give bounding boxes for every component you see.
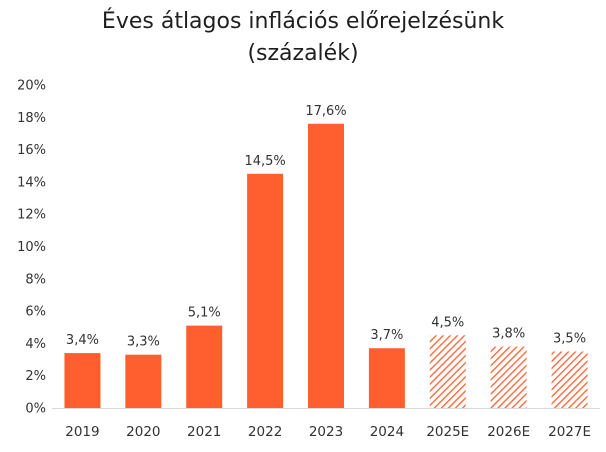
data-label: 4,5% <box>431 315 464 330</box>
bar <box>125 354 162 408</box>
bar-forecast <box>429 335 466 408</box>
bar-forecast <box>490 346 527 408</box>
y-tick-label: 8% <box>25 272 46 287</box>
y-tick-label: 4% <box>25 337 46 352</box>
chart-subtitle: (százalék) <box>247 41 359 66</box>
x-tick-label: 2022 <box>248 424 282 440</box>
y-tick-label: 10% <box>17 240 46 255</box>
chart-title: Éves átlagos inflációs előrejelzésünk (s… <box>0 6 606 70</box>
data-label: 3,8% <box>492 327 525 342</box>
x-tick-label: 2024 <box>370 424 404 440</box>
data-label: 3,5% <box>553 331 586 346</box>
x-tick-label: 2025E <box>426 424 469 440</box>
chart-title-line: Éves átlagos inflációs előrejelzésünk <box>101 9 505 34</box>
bar <box>247 173 284 408</box>
bars <box>64 123 588 408</box>
x-tick-label: 2021 <box>187 424 221 440</box>
y-tick-label: 6% <box>25 305 46 320</box>
bar <box>64 353 101 408</box>
y-tick-label: 14% <box>17 175 46 190</box>
data-label: 5,1% <box>188 306 221 321</box>
bar <box>368 348 405 408</box>
y-tick-label: 16% <box>17 143 46 158</box>
y-tick-label: 2% <box>25 369 46 384</box>
x-axis: 2019 2020 2021 2022 2023 2024 2025E 2026E 2027E <box>52 408 600 440</box>
data-labels: 3,4% 3,3% 5,1% 14,5% 17,6% 3,7% 4,5% 3,8% 3,5% <box>66 104 586 350</box>
data-label: 17,6% <box>305 104 346 119</box>
x-tick-label: 2027E <box>548 424 591 440</box>
bar <box>308 123 344 408</box>
y-tick-label: 0% <box>25 402 46 417</box>
data-label: 3,7% <box>370 328 403 343</box>
y-tick-label: 18% <box>17 111 46 126</box>
y-tick-label: 20% <box>17 79 46 94</box>
bar-forecast <box>551 351 588 408</box>
y-tick-label: 12% <box>17 208 46 223</box>
x-tick-label: 2020 <box>126 424 160 440</box>
data-label: 3,3% <box>127 335 160 350</box>
bar <box>186 325 223 408</box>
y-axis: 0% 2% 4% 6% 8% 10% 12% 14% 16% 18% 20% <box>17 79 46 417</box>
data-label: 14,5% <box>244 154 285 169</box>
x-tick-label: 2019 <box>65 424 99 440</box>
x-tick-label: 2023 <box>309 424 343 440</box>
x-tick-label: 2026E <box>487 424 530 440</box>
data-label: 3,4% <box>66 333 99 348</box>
